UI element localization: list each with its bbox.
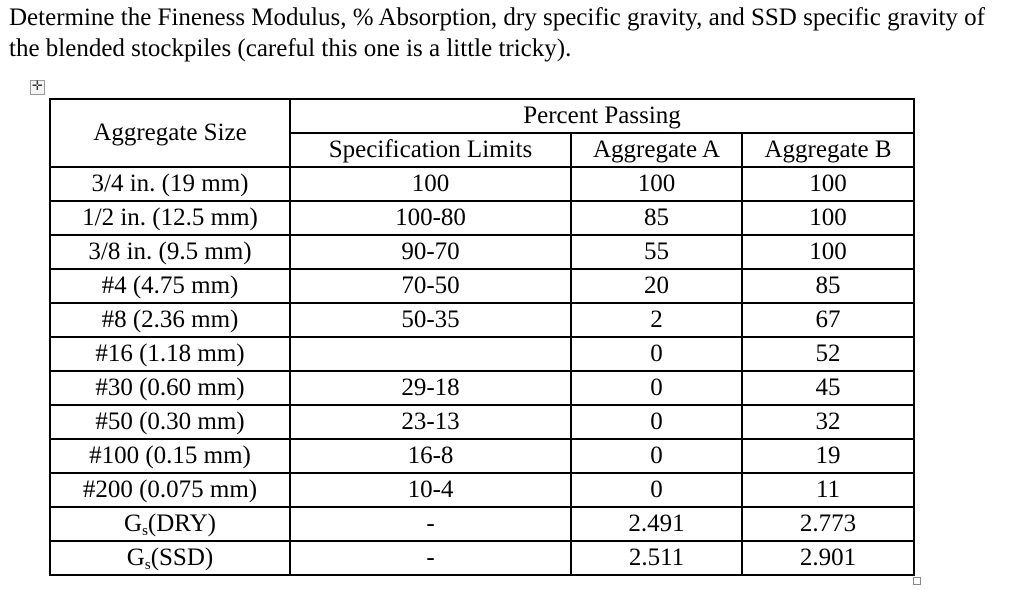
aggregate-a-cell: 100 (570, 166, 743, 202)
aggregate-a-cell: 0 (570, 370, 743, 406)
size-cell: #200 (0.075 mm) (49, 472, 291, 508)
header-aggregate-a: Aggregate A (570, 132, 743, 168)
aggregate-a-cell: 0 (570, 438, 743, 474)
spec-cell (289, 336, 572, 372)
spec-cell: - (289, 506, 572, 542)
size-cell: #50 (0.30 mm) (49, 404, 291, 440)
header-aggregate-b: Aggregate B (741, 132, 915, 168)
table-row: #50 (0.30 mm) 23-13 0 32 (49, 404, 915, 440)
label-main: G (126, 544, 145, 571)
size-cell: #8 (2.36 mm) (49, 302, 291, 338)
spec-cell: 29-18 (289, 370, 572, 406)
gravity-label-cell: Gs(SSD) (49, 540, 291, 576)
aggregate-a-cell: 0 (570, 472, 743, 508)
table-move-handle-icon[interactable]: ✛ (30, 80, 45, 95)
aggregate-a-cell: 55 (570, 234, 743, 270)
size-cell: #16 (1.18 mm) (49, 336, 291, 372)
aggregate-b-cell: 100 (741, 200, 915, 236)
question-text: Determine the Fineness Modulus, % Absorp… (9, 4, 985, 62)
gradation-table: Aggregate Size Percent Passing Specifica… (49, 98, 915, 576)
label-subscript: s (142, 523, 148, 539)
aggregate-a-cell: 20 (570, 268, 743, 304)
size-cell: 3/8 in. (9.5 mm) (49, 234, 291, 270)
label-rest: (DRY) (147, 510, 216, 537)
aggregate-b-cell: 85 (741, 268, 915, 304)
label-rest: (SSD) (150, 544, 214, 571)
table-row: #200 (0.075 mm) 10-4 0 11 (49, 472, 915, 508)
aggregate-a-cell: 0 (570, 404, 743, 440)
gravity-row: Gs(DRY) -2.491 2.773 (49, 506, 915, 542)
header-spec-limits: Specification Limits (289, 132, 572, 168)
size-cell: #30 (0.60 mm) (49, 370, 291, 406)
table-row: #4 (4.75 mm) 70-50 20 85 (49, 268, 915, 304)
label-subscript: s (144, 557, 151, 573)
spec-cell: 100 (289, 166, 572, 202)
size-cell: #4 (4.75 mm) (49, 268, 291, 304)
size-cell: 1/2 in. (12.5 mm) (49, 200, 291, 236)
aggregate-b-cell: 32 (741, 404, 915, 440)
size-cell: 3/4 in. (19 mm) (49, 166, 291, 202)
aggregate-b-cell: 2.901 (741, 540, 915, 576)
table-row: #100 (0.15 mm) 16-8 0 19 (49, 438, 915, 474)
table-row: #30 (0.60 mm) 29-18 0 45 (49, 370, 915, 406)
aggregate-a-cell: 2.511 (570, 540, 743, 576)
gravity-label-cell: Gs(DRY) (49, 506, 291, 542)
aggregate-b-cell: 52 (741, 336, 915, 372)
spec-cell: 100-80 (289, 200, 572, 236)
aggregate-a-cell: 2 (570, 302, 743, 338)
spec-cell: 23-13 (289, 404, 572, 440)
aggregate-b-cell: 19 (741, 438, 915, 474)
aggregate-a-cell: 2.491 (570, 506, 743, 542)
aggregate-b-cell: 100 (741, 234, 915, 270)
spec-cell: - (289, 540, 572, 576)
header-percent-passing: Percent Passing (289, 98, 915, 134)
table-row: #16 (1.18 mm) 0 52 (49, 336, 915, 372)
table-resize-handle-icon[interactable] (913, 577, 921, 585)
spec-cell: 10-4 (289, 472, 572, 508)
table-row: 1/2 in. (12.5 mm) 100-80 85 100 (49, 200, 915, 236)
aggregate-b-cell: 45 (741, 370, 915, 406)
spec-cell: 70-50 (289, 268, 572, 304)
table-row: 3/8 in. (9.5 mm) 90-70 55 100 (49, 234, 915, 270)
gravity-row: Gs(SSD) -2.511 2.901 (49, 540, 915, 576)
aggregate-a-cell: 0 (570, 336, 743, 372)
header-aggregate-size: Aggregate Size (49, 98, 291, 168)
spec-cell: 50-35 (289, 302, 572, 338)
aggregate-b-cell: 67 (741, 302, 915, 338)
aggregate-a-cell: 85 (570, 200, 743, 236)
spec-cell: 16-8 (289, 438, 572, 474)
aggregate-b-cell: 2.773 (741, 506, 915, 542)
spec-cell: 90-70 (289, 234, 572, 270)
aggregate-b-cell: 100 (741, 166, 915, 202)
label-main: G (124, 510, 143, 537)
aggregate-b-cell: 11 (741, 472, 915, 508)
table-row: #8 (2.36 mm) 50-35 2 67 (49, 302, 915, 338)
table-row: 3/4 in. (19 mm) 100 100 100 (49, 166, 915, 202)
size-cell: #100 (0.15 mm) (49, 438, 291, 474)
